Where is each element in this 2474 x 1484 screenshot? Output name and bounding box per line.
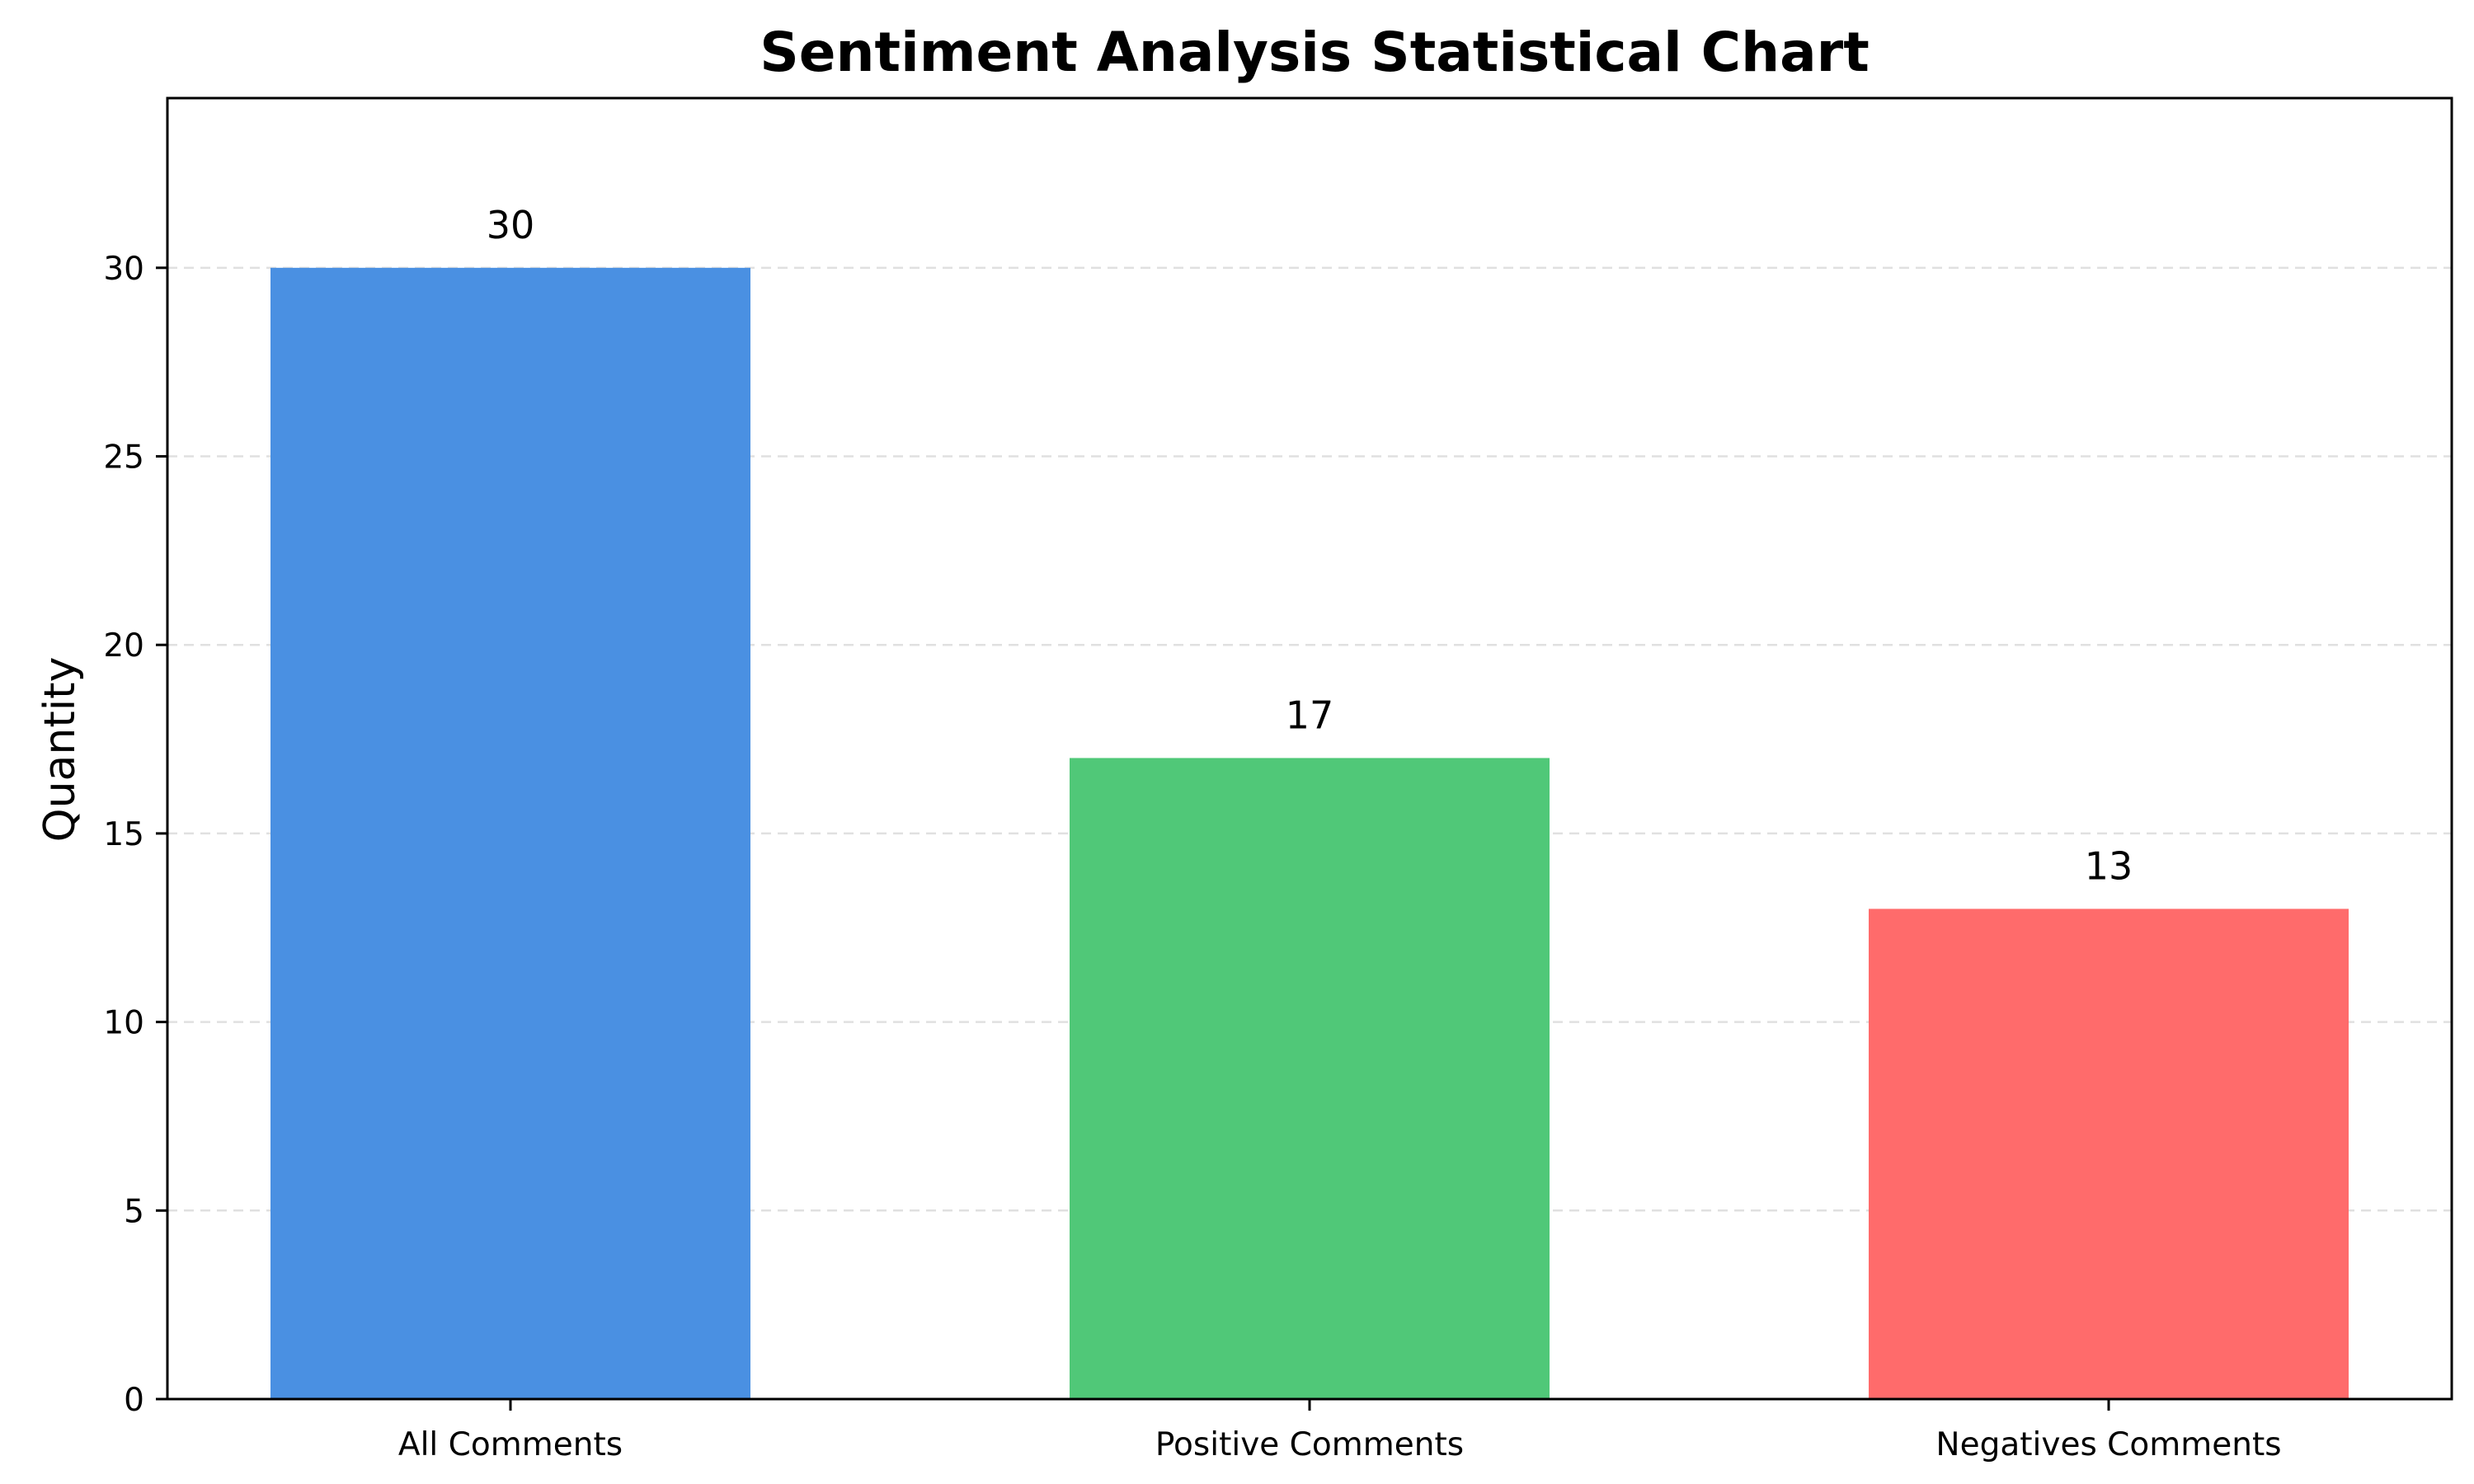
bar: [1070, 758, 1550, 1399]
y-tick-label: 0: [124, 1382, 144, 1419]
bar: [270, 267, 750, 1400]
data-label: 13: [2085, 843, 2133, 888]
x-tick-label: All Comments: [398, 1426, 623, 1463]
bar-layer: [270, 267, 2349, 1400]
y-tick-label: 15: [103, 816, 144, 853]
text-layer: Sentiment Analysis Statistical Chart Qua…: [35, 21, 2282, 1463]
x-tick-label: Positive Comments: [1155, 1426, 1464, 1463]
y-tick-label: 10: [103, 1005, 144, 1042]
y-axis-label: Quantity: [35, 657, 85, 843]
y-tick-label: 5: [124, 1193, 144, 1230]
bar: [1869, 909, 2349, 1399]
data-label: 30: [487, 203, 535, 247]
chart-title: Sentiment Analysis Statistical Chart: [760, 21, 1870, 84]
y-tick-label: 20: [103, 627, 144, 665]
y-tick-label: 25: [103, 439, 144, 477]
data-label: 17: [1286, 693, 1334, 737]
x-tick-label: Negatives Comments: [1935, 1426, 2281, 1463]
axes-layer: [156, 96, 2453, 1411]
y-tick-label: 30: [103, 251, 144, 288]
